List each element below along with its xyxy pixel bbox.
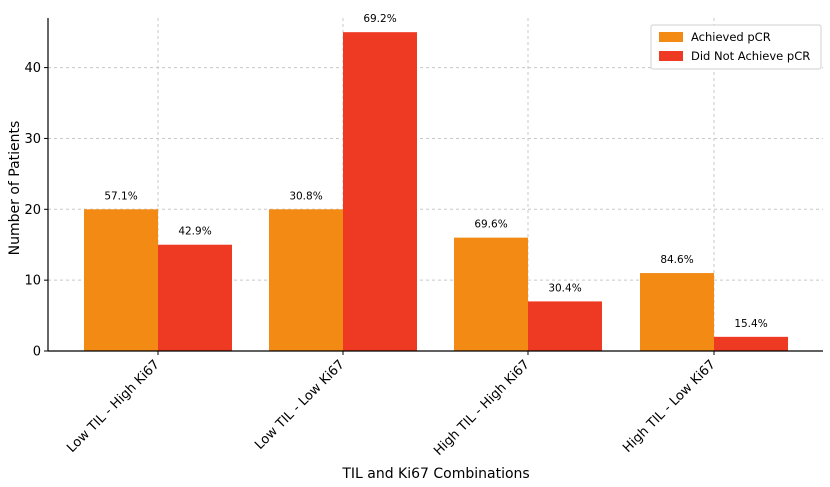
x-tick-label: Low TIL - High Ki67 <box>64 357 163 456</box>
bar-achieved <box>269 209 343 351</box>
data-labels: 57.1% 30.8% 69.6% 84.6% 42.9% 69.2% 30.4% 15.4% <box>104 13 767 330</box>
y-tick-label: 30 <box>24 132 41 147</box>
bar-not-achieved <box>343 32 417 351</box>
bar-achieved <box>640 273 714 351</box>
bar-value-label: 30.4% <box>548 282 581 294</box>
x-tick-label: High TIL - High Ki67 <box>431 357 533 459</box>
bar-value-label: 30.8% <box>289 190 322 202</box>
x-axis-title: TIL and Ki67 Combinations <box>341 466 529 482</box>
legend-label-not-achieved: Did Not Achieve pCR <box>691 49 810 63</box>
bar-value-label: 69.2% <box>363 13 396 25</box>
bar-value-label: 42.9% <box>178 226 211 238</box>
y-axis-title: Number of Patients <box>7 121 23 256</box>
bar-value-label: 84.6% <box>660 254 693 266</box>
bar-value-label: 69.6% <box>474 219 507 231</box>
x-tick-label: Low TIL - Low Ki67 <box>252 357 348 453</box>
y-tick-label: 40 <box>24 61 41 76</box>
bar-achieved <box>454 237 528 351</box>
bar-not-achieved <box>528 301 602 351</box>
bar-achieved <box>84 209 158 351</box>
y-tick-label: 0 <box>33 345 41 360</box>
y-tick-label: 20 <box>24 203 41 218</box>
legend-swatch-not-achieved <box>659 51 683 61</box>
y-tick-label: 10 <box>24 274 41 289</box>
legend-label-achieved: Achieved pCR <box>691 30 771 44</box>
bars <box>84 32 788 351</box>
bar-value-label: 15.4% <box>734 318 767 330</box>
legend-swatch-achieved <box>659 32 683 42</box>
bar-value-label: 57.1% <box>104 190 137 202</box>
x-tick-label: High TIL - Low Ki67 <box>620 357 719 456</box>
legend-frame <box>650 24 822 70</box>
bar-not-achieved <box>714 336 788 351</box>
bar-not-achieved <box>158 244 232 351</box>
legend: Achieved pCR Did Not Achieve pCR <box>650 24 822 70</box>
